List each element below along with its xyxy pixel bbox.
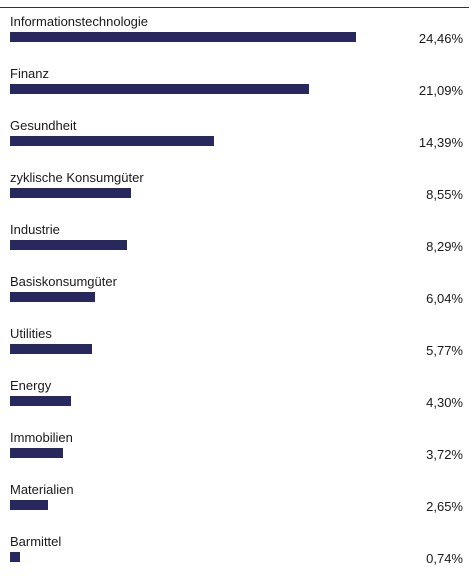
bar-row: Energy 4,30% (0, 378, 471, 430)
bar-row: Utilities 5,77% (0, 326, 471, 378)
bar-row: Industrie 8,29% (0, 222, 471, 274)
category-label: Industrie (10, 222, 60, 237)
category-label: Utilities (10, 326, 52, 341)
value-label: 6,04% (426, 291, 463, 306)
bar (10, 552, 20, 562)
value-label: 24,46% (418, 31, 463, 46)
value-label: 8,55% (426, 187, 463, 202)
bar-row: zyklische Konsumgüter 8,55% (0, 170, 471, 222)
bar (10, 344, 92, 354)
category-label: Barmittel (10, 534, 62, 549)
bar-row: Barmittel 0,74% (0, 534, 471, 586)
bar (10, 396, 71, 406)
category-label: Finanz (10, 66, 50, 81)
bar (10, 136, 214, 146)
bar-row: Materialien 2,65% (0, 482, 471, 534)
bar (10, 500, 48, 510)
bar-row: Immobilien 3,72% (0, 430, 471, 482)
value-label: 4,30% (426, 395, 463, 410)
bar (10, 32, 356, 42)
category-label: zyklische Konsumgüter (10, 170, 144, 185)
bar (10, 448, 63, 458)
value-label: 0,74% (426, 551, 463, 566)
bar-row: Gesundheit 14,39% (0, 118, 471, 170)
value-label: 21,09% (418, 83, 463, 98)
category-label: Immobilien (10, 430, 73, 445)
category-label: Informationstechnologie (10, 14, 149, 29)
category-label: Materialien (10, 482, 74, 497)
bar (10, 292, 95, 302)
top-rule (0, 7, 469, 8)
category-label: Energy (10, 378, 52, 393)
sector-bar-chart: Informationstechnologie 24,46% Finanz 21,09… (0, 14, 471, 566)
category-label: Basiskonsumgüter (10, 274, 117, 289)
value-label: 8,29% (426, 239, 463, 254)
bar-row: Finanz 21,09% (0, 66, 471, 118)
value-label: 5,77% (426, 343, 463, 358)
bar (10, 84, 309, 94)
bar (10, 240, 127, 250)
bar-row: Informationstechnologie 24,46% (0, 14, 471, 66)
bar-row: Basiskonsumgüter 6,04% (0, 274, 471, 326)
value-label: 2,65% (426, 499, 463, 514)
bar (10, 188, 131, 198)
category-label: Gesundheit (10, 118, 77, 133)
value-label: 14,39% (418, 135, 463, 150)
value-label: 3,72% (426, 447, 463, 462)
